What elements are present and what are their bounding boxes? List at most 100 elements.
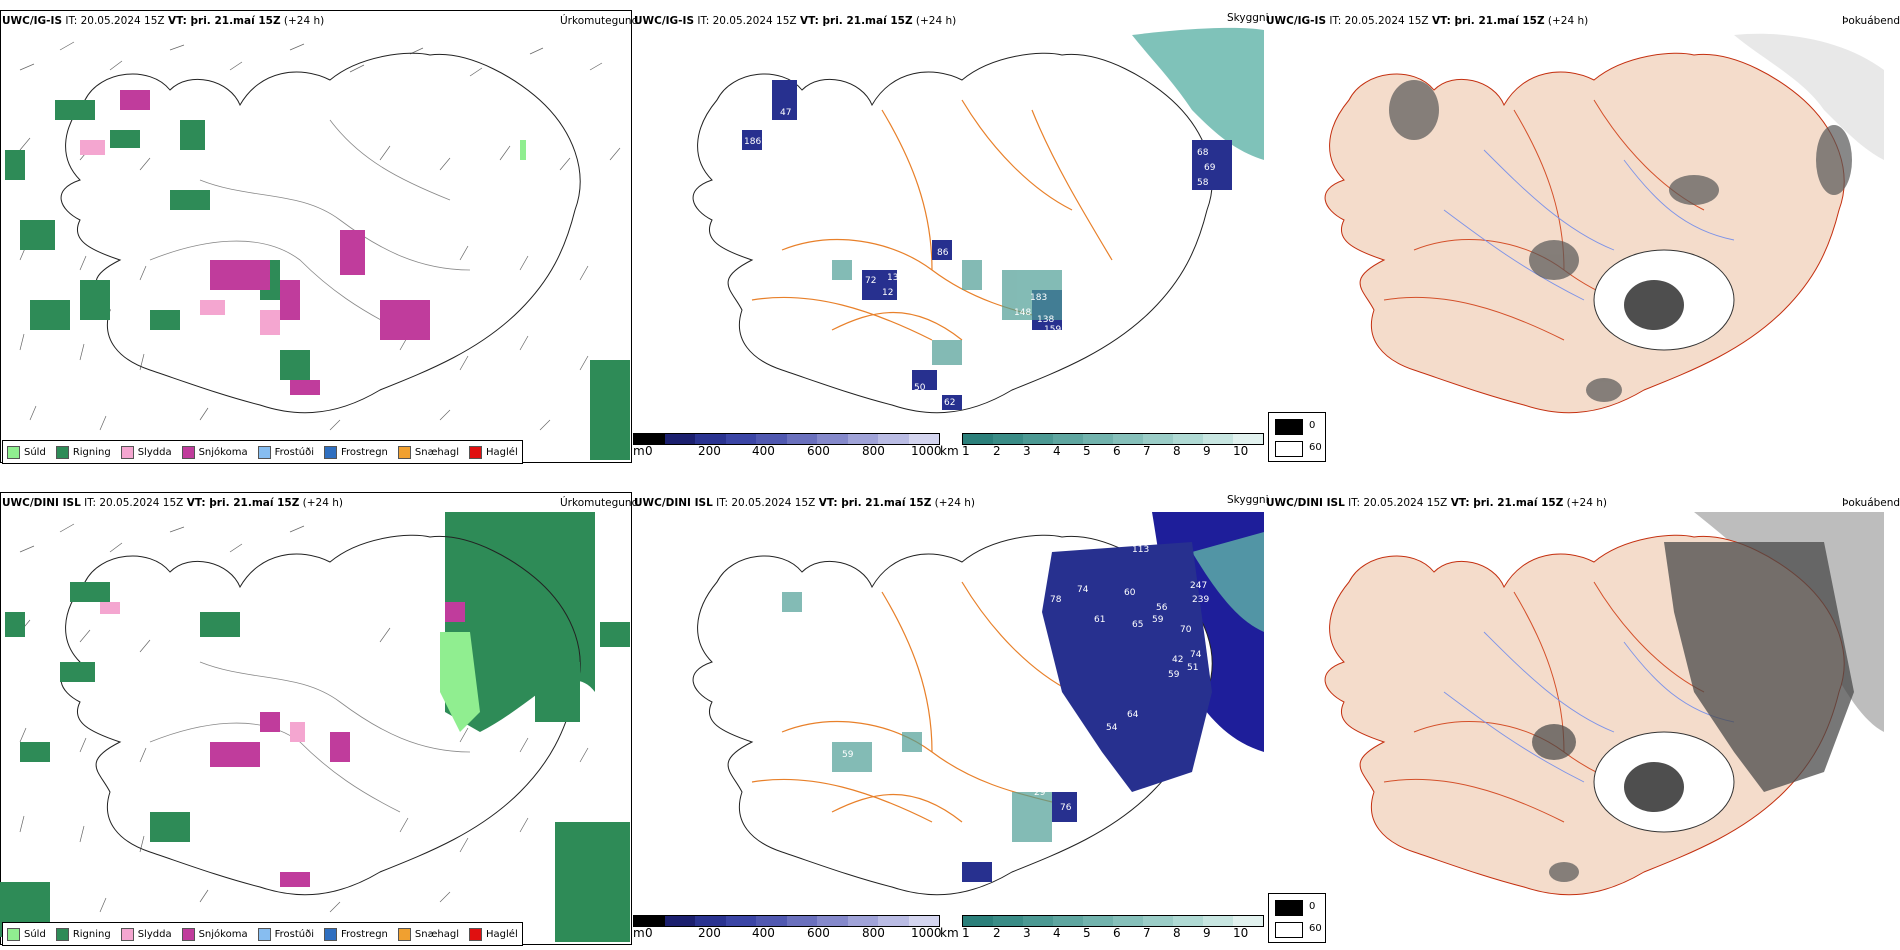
vis-label: 183 [1030, 293, 1047, 303]
visibility-title-1: Skyggni [1227, 12, 1269, 24]
vis-tick: 4 [1053, 926, 1061, 940]
vis-tick: 8 [1173, 444, 1181, 458]
visibility-colorbar-1 [962, 433, 1264, 445]
vis-tick: 1 [962, 926, 970, 940]
freezing-drizzle-swatch [257, 445, 271, 459]
snow-swatch [181, 445, 195, 459]
header-fog-2: UWC/DINI ISL IT: 20.05.2024 15Z VT: þri.… [1266, 497, 1608, 509]
freezing-rain-swatch [324, 445, 337, 459]
precip-type-panel-2: UWC/DINI ISL IT: 20.05.2024 15Z VT: þri.… [0, 492, 638, 947]
vis-unit-2: km [940, 926, 959, 940]
legend-label: Slydda [137, 928, 172, 940]
height-tick: 200 [698, 926, 721, 940]
visibility-title-2: Skyggni [1227, 494, 1269, 506]
vis-tick: 6 [1113, 444, 1121, 458]
drizzle-swatch [7, 927, 20, 941]
vis-label: 74 [1190, 650, 1202, 660]
vis-tick: 2 [993, 926, 1001, 940]
vis-label: 58 [1197, 178, 1209, 188]
vis-tick: 2 [993, 444, 1001, 458]
snow-grains-swatch [397, 927, 411, 941]
cloud-key-2: 0 60 [1268, 893, 1326, 943]
hail-swatch [469, 927, 483, 941]
vis-tick: 9 [1203, 444, 1211, 458]
hail-swatch [469, 445, 483, 459]
height-tick: 800 [862, 926, 885, 940]
header-fog-1: UWC/IG-IS IT: 20.05.2024 15Z VT: þri. 21… [1266, 15, 1589, 27]
height-tick: 400 [752, 926, 775, 940]
vis-tick: 10 [1233, 926, 1249, 940]
vis-tick: 5 [1083, 444, 1091, 458]
cloud-key-light-label: 60 [1309, 442, 1322, 453]
sleet-swatch [120, 445, 134, 459]
vis-label: 70 [1180, 625, 1192, 635]
height-tick: 400 [752, 444, 775, 458]
legend-label: Haglél [486, 928, 518, 940]
legend-label: Rigning [72, 928, 111, 940]
snow-swatch [181, 927, 195, 941]
vis-tick: 3 [1023, 926, 1031, 940]
precip-type-map-2 [0, 492, 632, 945]
vis-label: 12 [882, 288, 893, 298]
vis-tick: 10 [1233, 444, 1249, 458]
cloud-key-dark-label: 0 [1309, 901, 1316, 912]
vis-label: 29 [1034, 788, 1046, 798]
vis-tick: 4 [1053, 444, 1061, 458]
visibility-panel-2: 113 78 74 61 60 65 56 59 247 239 70 42 7… [632, 492, 1269, 947]
vis-label: 239 [1192, 595, 1209, 605]
vis-label: 54 [1106, 723, 1118, 733]
vis-label: 42 [1172, 655, 1183, 665]
cloud-key-dark [1275, 900, 1303, 916]
precip-type-title-2: Úrkomutegund [560, 497, 639, 509]
height-tick: 600 [807, 926, 830, 940]
precip-legend-1: Súld Rigning Slydda Snjókoma Frostúði Fr… [2, 440, 523, 464]
vis-label: 78 [1050, 595, 1062, 605]
vis-label: 47 [780, 108, 791, 118]
legend-label: Frostúði [274, 446, 314, 458]
height-tick: 800 [862, 444, 885, 458]
height-tick: 600 [807, 444, 830, 458]
precip-type-title-1: Úrkomutegund [560, 15, 639, 27]
precip-type-panel-1: UWC/IG-IS IT: 20.05.2024 15Z VT: þri. 21… [0, 10, 638, 465]
vis-label: 133 [887, 273, 904, 283]
vis-label: 74 [1077, 585, 1089, 595]
vis-label: 65 [914, 868, 925, 878]
vis-unit-1: km [940, 444, 959, 458]
fog-title-1: Þokuábendi [1842, 15, 1900, 27]
drizzle-swatch [7, 445, 20, 459]
vis-label: 51 [1187, 663, 1198, 673]
legend-label: Haglél [486, 446, 518, 458]
legend-label: Frostúði [274, 928, 314, 940]
vis-label: 60 [1124, 588, 1136, 598]
vis-tick: 9 [1203, 926, 1211, 940]
rain-swatch [55, 927, 69, 941]
legend-label: Snjókoma [198, 446, 248, 458]
vis-label: 138 [1037, 315, 1054, 325]
vis-label: 171 [1014, 775, 1031, 785]
cloud-key-light-label: 60 [1309, 923, 1322, 934]
vis-label: 69 [1204, 163, 1216, 173]
visibility-map-2: 113 78 74 61 60 65 56 59 247 239 70 42 7… [692, 512, 1264, 896]
legend-label: Rigning [72, 446, 111, 458]
vis-tick: 7 [1143, 926, 1151, 940]
vis-label: 59 [842, 750, 854, 760]
vis-label: 247 [1190, 581, 1207, 591]
vis-tick: 5 [1083, 926, 1091, 940]
vis-tick: 1 [962, 444, 970, 458]
freezing-rain-swatch [324, 927, 337, 941]
header-2: UWC/DINI ISL IT: 20.05.2024 15Z VT: þri.… [2, 497, 344, 509]
visibility-panel-1: 47 186 86 72 133 12 183 148 138 159 50 6… [632, 10, 1269, 465]
legend-label: Snæhagl [414, 928, 460, 940]
header-vis-1: UWC/IG-IS IT: 20.05.2024 15Z VT: þri. 21… [634, 15, 957, 27]
height-tick: 0 [645, 926, 653, 940]
vis-label: 62 [944, 398, 955, 408]
legend-label: Frostregn [341, 446, 388, 458]
vis-label: 59 [1152, 615, 1164, 625]
fog-panel-1: UWC/IG-IS IT: 20.05.2024 15Z VT: þri. 21… [1264, 10, 1900, 465]
height-tick: 1000 [911, 444, 942, 458]
height-tick: 200 [698, 444, 721, 458]
cloud-key-light [1275, 922, 1303, 938]
header-1: UWC/IG-IS IT: 20.05.2024 15Z VT: þri. 21… [2, 15, 325, 27]
vis-label: 61 [1094, 615, 1105, 625]
fog-title-2: Þokuábendi [1842, 497, 1900, 509]
